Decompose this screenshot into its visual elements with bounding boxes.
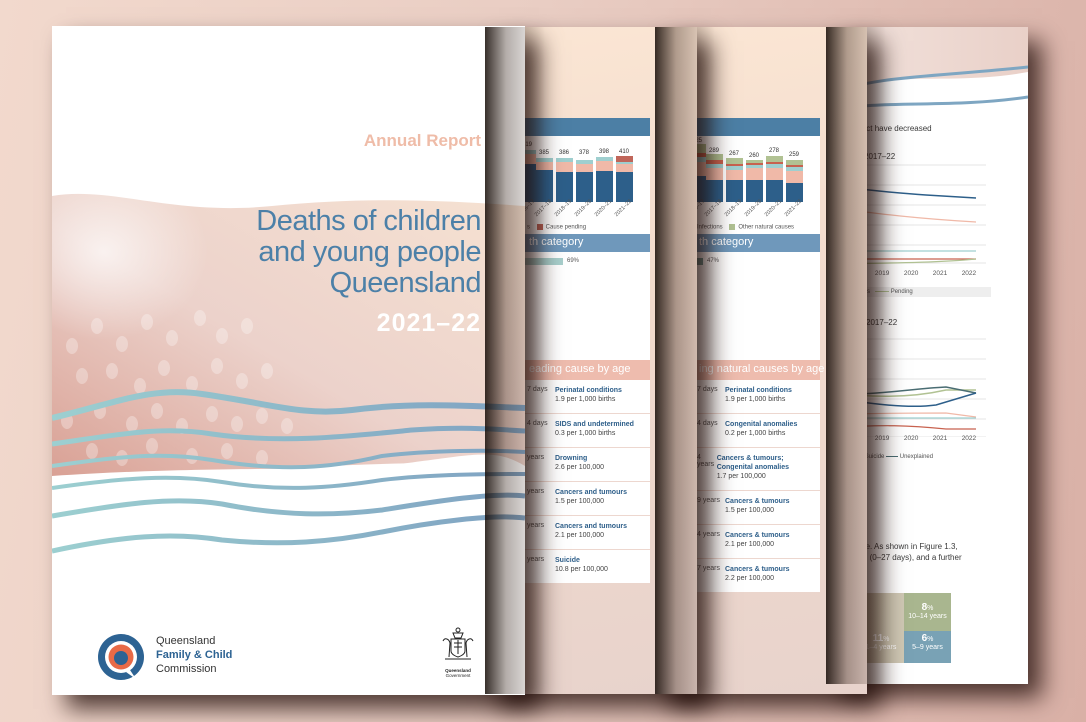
leading-causes-title: eading cause by age [523,360,650,380]
category-pct: 69% [567,258,580,264]
page-shadow [826,27,886,684]
treemap-cell-5-9: 6% 5–9 years [904,631,951,663]
coat-of-arms-icon [442,627,474,660]
report-kicker: Annual Report [363,131,481,150]
report-page-4: d neglect have decreasedctively. 2017–22… [826,27,1028,684]
body-text: d cause. As shown in Figure 1.3, s of lif… [842,542,962,562]
org-name: Queensland Family & Child Commission [156,635,233,675]
treemap-cell-10-14: 8% 10–14 years [904,593,951,631]
report-title: Deaths of children and young people Quee… [256,205,481,299]
report-cover: Annual Report Deaths of children and you… [52,26,525,695]
cover-artwork [52,186,525,695]
report-year: 2021–22 [376,309,481,337]
qfcc-logo-icon [98,634,144,680]
panel-header [523,118,650,136]
leading-causes-title: ing natural causes by age [693,360,824,380]
page-shadow [485,27,545,694]
panel-header [693,118,820,136]
queensland-government-crest: Queensland Government [439,627,477,678]
page-shadow [655,27,715,694]
